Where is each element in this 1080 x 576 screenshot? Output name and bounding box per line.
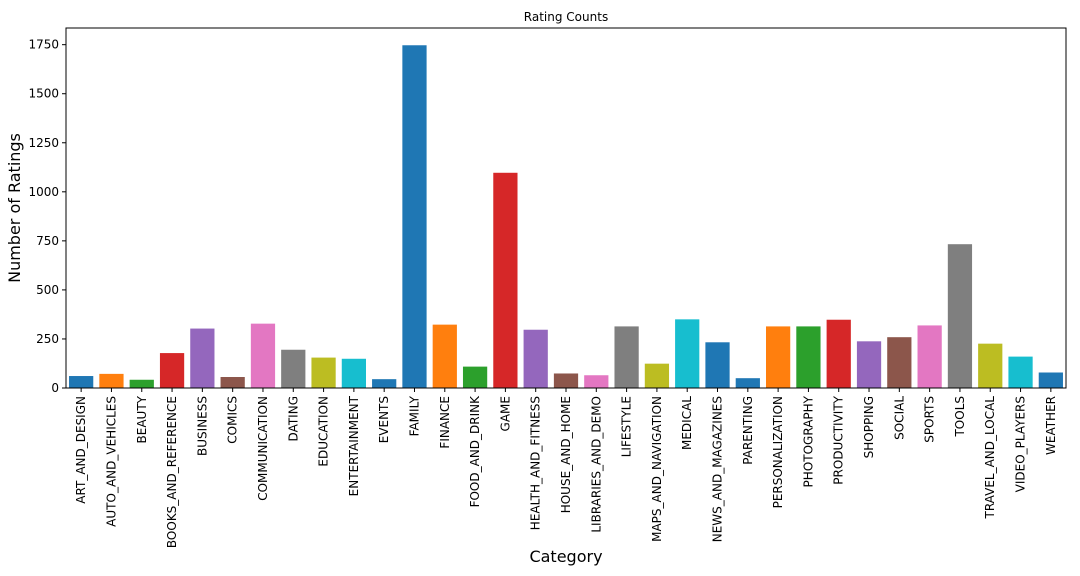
bar-news-and-magazines <box>705 342 730 388</box>
bar-finance <box>432 324 457 388</box>
x-tick-label: PARENTING <box>741 396 755 465</box>
bar-productivity <box>826 319 851 388</box>
plot-frame <box>65 27 1067 389</box>
y-tick-label: 250 <box>36 332 59 346</box>
x-tick-label: COMMUNICATION <box>256 396 270 501</box>
y-tick-label: 750 <box>36 234 59 248</box>
bar-game <box>493 172 518 388</box>
x-tick-label: FAMILY <box>407 395 421 436</box>
y-axis-label: Number of Ratings <box>5 133 24 283</box>
x-tick-label: WEATHER <box>1044 396 1058 455</box>
x-tick-label: COMICS <box>226 396 240 444</box>
x-tick-label: ENTERTAINMENT <box>347 395 361 496</box>
bar-entertainment <box>341 358 366 388</box>
bar-health-and-fitness <box>523 329 548 388</box>
x-tick-label: NEWS_AND_MAGAZINES <box>711 396 725 542</box>
chart-title: Rating Counts <box>524 10 608 24</box>
bar-auto-and-vehicles <box>99 373 124 388</box>
bar-house-and-home <box>553 373 579 388</box>
y-tick-label: 0 <box>51 381 59 395</box>
bar-medical <box>675 319 700 388</box>
bar-maps-and-navigation <box>644 363 670 388</box>
bar-dating <box>281 349 306 388</box>
bar-weather <box>1038 372 1063 388</box>
bar-education <box>311 357 336 388</box>
x-tick-label: PERSONALIZATION <box>771 396 785 508</box>
x-tick-label: BEAUTY <box>135 395 149 443</box>
bar-video-players <box>1008 356 1033 388</box>
bar-comics <box>220 377 245 388</box>
x-tick-label: PRODUCTIVITY <box>832 395 846 484</box>
x-tick-label: EVENTS <box>377 396 391 443</box>
bar-tools <box>947 244 973 388</box>
bar-personalization <box>766 326 791 388</box>
bars-group <box>69 45 1063 388</box>
bar-beauty <box>129 379 154 388</box>
bar-sports <box>917 325 942 388</box>
x-tick-label: EDUCATION <box>317 396 331 467</box>
x-tick-label: TRAVEL_AND_LOCAL <box>983 396 997 520</box>
x-tick-label: SPORTS <box>923 396 937 443</box>
x-tick-label: PHOTOGRAPHY <box>801 395 815 487</box>
bar-food-and-drink <box>462 366 488 388</box>
x-tick-label: LIFESTYLE <box>620 396 634 457</box>
bar-lifestyle <box>614 326 639 388</box>
x-tick-label: VIDEO_PLAYERS <box>1014 396 1028 492</box>
x-tick-label: SHOPPING <box>862 396 876 458</box>
x-tick-label: ART_AND_DESIGN <box>74 396 88 504</box>
bar-events <box>372 379 397 388</box>
bar-travel-and-local <box>978 343 1003 388</box>
x-tick-label: HOUSE_AND_HOME <box>559 396 573 513</box>
bar-social <box>887 337 912 388</box>
x-tick-label: BUSINESS <box>195 396 209 456</box>
x-tick-label: HEALTH_AND_FITNESS <box>529 396 543 530</box>
x-tick-label: LIBRARIES_AND_DEMO <box>589 396 603 533</box>
y-axis: 0 250 500 750 1000 1250 1500 1750 <box>28 38 66 395</box>
bar-photography <box>796 326 821 388</box>
bar-parenting <box>735 378 760 388</box>
y-tick-label: 1500 <box>28 87 59 101</box>
x-tick-label: AUTO_AND_VEHICLES <box>104 396 118 527</box>
x-tick-label: MAPS_AND_NAVIGATION <box>650 396 664 542</box>
bar-books-and-reference <box>159 353 185 388</box>
y-tick-label: 1750 <box>28 38 59 52</box>
x-tick-label: TOOLS <box>953 396 967 438</box>
bar-communication <box>250 323 276 388</box>
x-tick-label: FOOD_AND_DRINK <box>468 395 482 508</box>
bar-family <box>402 45 427 388</box>
x-tick-label: MEDICAL <box>680 396 694 450</box>
bar-libraries-and-demo <box>584 375 609 388</box>
x-axis: ART_AND_DESIGN AUTO_AND_VEHICLES BEAUTY BOO… <box>74 388 1058 548</box>
x-tick-label: GAME <box>498 396 512 431</box>
bar-art-and-design <box>69 376 94 388</box>
x-tick-label: BOOKS_AND_REFERENCE <box>165 396 179 548</box>
x-axis-label: Category <box>529 547 602 566</box>
x-tick-label: DATING <box>286 396 300 441</box>
y-tick-label: 1250 <box>28 136 59 150</box>
bar-shopping <box>856 341 882 388</box>
y-tick-label: 500 <box>36 283 59 297</box>
y-tick-label: 1000 <box>28 185 59 199</box>
x-tick-label: SOCIAL <box>892 396 906 440</box>
x-tick-label: FINANCE <box>438 396 452 449</box>
bar-business <box>190 328 215 388</box>
